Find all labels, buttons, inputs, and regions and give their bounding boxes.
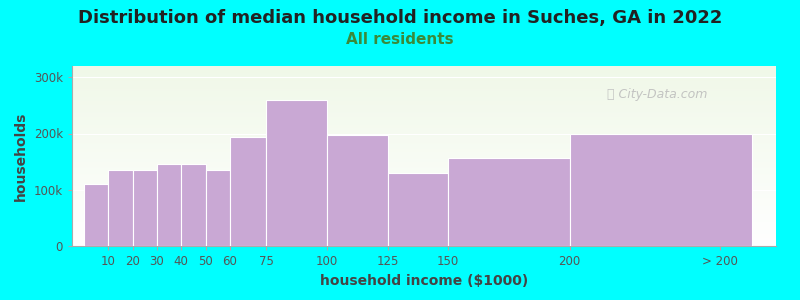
X-axis label: household income ($1000): household income ($1000) <box>320 274 528 288</box>
Bar <box>109 170 133 246</box>
Bar <box>570 134 752 246</box>
Bar <box>133 170 157 246</box>
Bar <box>448 158 570 246</box>
Bar <box>230 137 266 246</box>
Text: ⓘ City-Data.com: ⓘ City-Data.com <box>607 88 707 100</box>
Bar <box>84 184 109 246</box>
Bar <box>327 135 387 246</box>
Bar <box>206 170 230 246</box>
Bar <box>157 164 182 246</box>
Bar <box>182 164 206 246</box>
Bar <box>266 100 327 246</box>
Bar <box>387 173 448 246</box>
Y-axis label: households: households <box>14 111 28 201</box>
Text: All residents: All residents <box>346 32 454 46</box>
Text: Distribution of median household income in Suches, GA in 2022: Distribution of median household income … <box>78 9 722 27</box>
